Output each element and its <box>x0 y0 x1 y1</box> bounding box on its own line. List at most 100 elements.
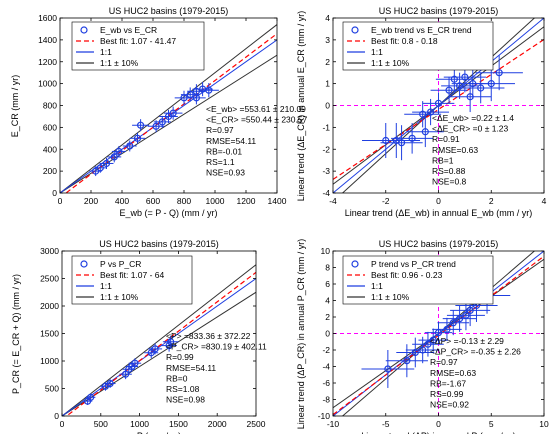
stat-line: R=0.97 <box>430 357 458 367</box>
point-marker <box>456 82 464 90</box>
y-tick-label: 500 <box>45 384 59 394</box>
data-point <box>430 77 468 104</box>
y-tick-label: 4 <box>325 296 330 306</box>
y-tick-label: 800 <box>43 101 57 111</box>
y-tick-label: 2500 <box>40 274 59 284</box>
stat-line: <E_CR> =550.44 ± 230.57 <box>206 115 308 125</box>
stat-line: RS=1.08 <box>166 384 200 394</box>
legend-label: Best fit: 1.07 - 41.47 <box>100 36 176 46</box>
legend-label: P trend vs P_CR trend <box>371 259 456 269</box>
y-tick-label: 1400 <box>38 35 57 45</box>
stat-line: RB=-0.01 <box>206 146 242 156</box>
legend-label: 1:1 ± 10% <box>100 292 139 302</box>
x-axis-label: Linear trend (ΔE_wb) in annual E_wb (mm … <box>345 208 533 218</box>
stat-line: RS=1.1 <box>206 157 235 167</box>
data-point <box>456 72 505 104</box>
x-tick-label: 2500 <box>247 419 266 429</box>
stat-line: R=0.97 <box>206 125 234 135</box>
point-marker <box>462 311 470 319</box>
y-tick-label: 1600 <box>38 13 57 23</box>
data-point <box>441 72 479 99</box>
y-tick-label: -10 <box>318 411 331 421</box>
stat-line: <ΔE_CR> =0 ± 1.23 <box>432 124 509 134</box>
point-marker <box>466 306 474 314</box>
point-marker <box>106 379 114 388</box>
data-point <box>385 344 428 378</box>
data-point <box>147 120 165 133</box>
y-tick-label: -2 <box>322 345 330 355</box>
stat-line: <ΔE_wb> =0.22 ± 1.4 <box>432 113 514 123</box>
y-tick-label: -2 <box>322 144 330 154</box>
chart-title: US HUC2 basins (1979-2015) <box>379 6 499 16</box>
one-to-one-line <box>62 278 256 416</box>
x-tick-label: 1500 <box>169 419 188 429</box>
x-tick-label: 0 <box>58 196 63 206</box>
legend-box <box>71 255 193 305</box>
data-point <box>129 132 146 144</box>
legend-label: 1:1 <box>371 281 383 291</box>
point-marker <box>443 325 451 333</box>
x-tick-label: 1000 <box>206 196 225 206</box>
point-marker <box>169 109 177 117</box>
plot-area <box>333 18 544 193</box>
best-fit-line <box>65 33 277 193</box>
data-point <box>475 55 523 91</box>
stat-line: RS=0.88 <box>432 166 466 176</box>
point-marker <box>397 139 406 147</box>
y-tick-label: 200 <box>43 166 57 176</box>
data-point <box>391 123 434 154</box>
stat-line: <ΔP_CR> =-0.35 ± 2.26 <box>430 347 521 357</box>
panel-2: -4 -2 0 2 4 -4 -3 -2 -1 0 1 2 3 4 US HUC2 basins (1979… <box>296 6 547 218</box>
y-tick-label: 0 <box>52 188 57 198</box>
y-tick-label: 3 <box>325 35 330 45</box>
chart-title: US HUC2 basins (1979-2015) <box>99 239 219 249</box>
y-tick-label: -4 <box>322 362 330 372</box>
data-point <box>361 350 415 388</box>
x-tick-label: 1000 <box>130 419 149 429</box>
legend-box <box>71 21 205 71</box>
y-tick-label: 0 <box>325 101 330 111</box>
x-tick-label: -4 <box>329 196 337 206</box>
point-marker <box>421 128 429 136</box>
y-tick-label: -8 <box>322 395 330 405</box>
point-marker <box>96 164 104 172</box>
point-marker <box>152 122 160 130</box>
point-marker <box>450 75 458 83</box>
data-point <box>122 140 137 152</box>
x-tick-label: 2 <box>489 196 494 206</box>
data-point <box>437 310 470 336</box>
legend-label: 1:1 <box>371 47 383 57</box>
x-tick-label: 500 <box>94 419 108 429</box>
band-lower-line <box>60 54 277 193</box>
y-tick-label: -4 <box>322 188 330 198</box>
data-point <box>405 336 440 364</box>
stat-line: <P> =833.36 ± 372.22 <box>166 331 251 341</box>
point-marker <box>87 393 95 401</box>
stat-line: RMSE=0.63 <box>432 145 478 155</box>
legend-label: Best fit: 0.96 - 0.23 <box>371 270 443 280</box>
data-point <box>111 145 126 157</box>
x-tick-label: 4 <box>542 196 547 206</box>
point-marker <box>167 338 175 346</box>
data-point <box>406 116 444 148</box>
x-tick-label: 0 <box>436 419 441 429</box>
y-tick-label: 3000 <box>40 246 59 256</box>
best-fit-line <box>65 271 256 416</box>
y-tick-label: 600 <box>43 122 57 132</box>
point-marker <box>403 357 411 365</box>
stat-line: RMSE=0.63 <box>430 368 476 378</box>
legend-label: E_wb vs E_CR <box>100 25 157 35</box>
point-marker <box>131 359 139 367</box>
data-point <box>104 379 116 388</box>
y-axis-label: E_CR (mm / yr) <box>10 75 20 138</box>
data-point <box>163 106 183 120</box>
stat-line: NSE=0.92 <box>430 400 469 410</box>
point-marker <box>151 345 159 353</box>
point-marker <box>411 348 419 357</box>
data-point <box>128 358 142 369</box>
x-axis-label: Linear trend (ΔP) in annual P (mm / yr) <box>361 431 515 434</box>
stat-line: R=0.99 <box>166 352 194 362</box>
data-point <box>404 101 442 128</box>
data-point <box>132 119 150 132</box>
